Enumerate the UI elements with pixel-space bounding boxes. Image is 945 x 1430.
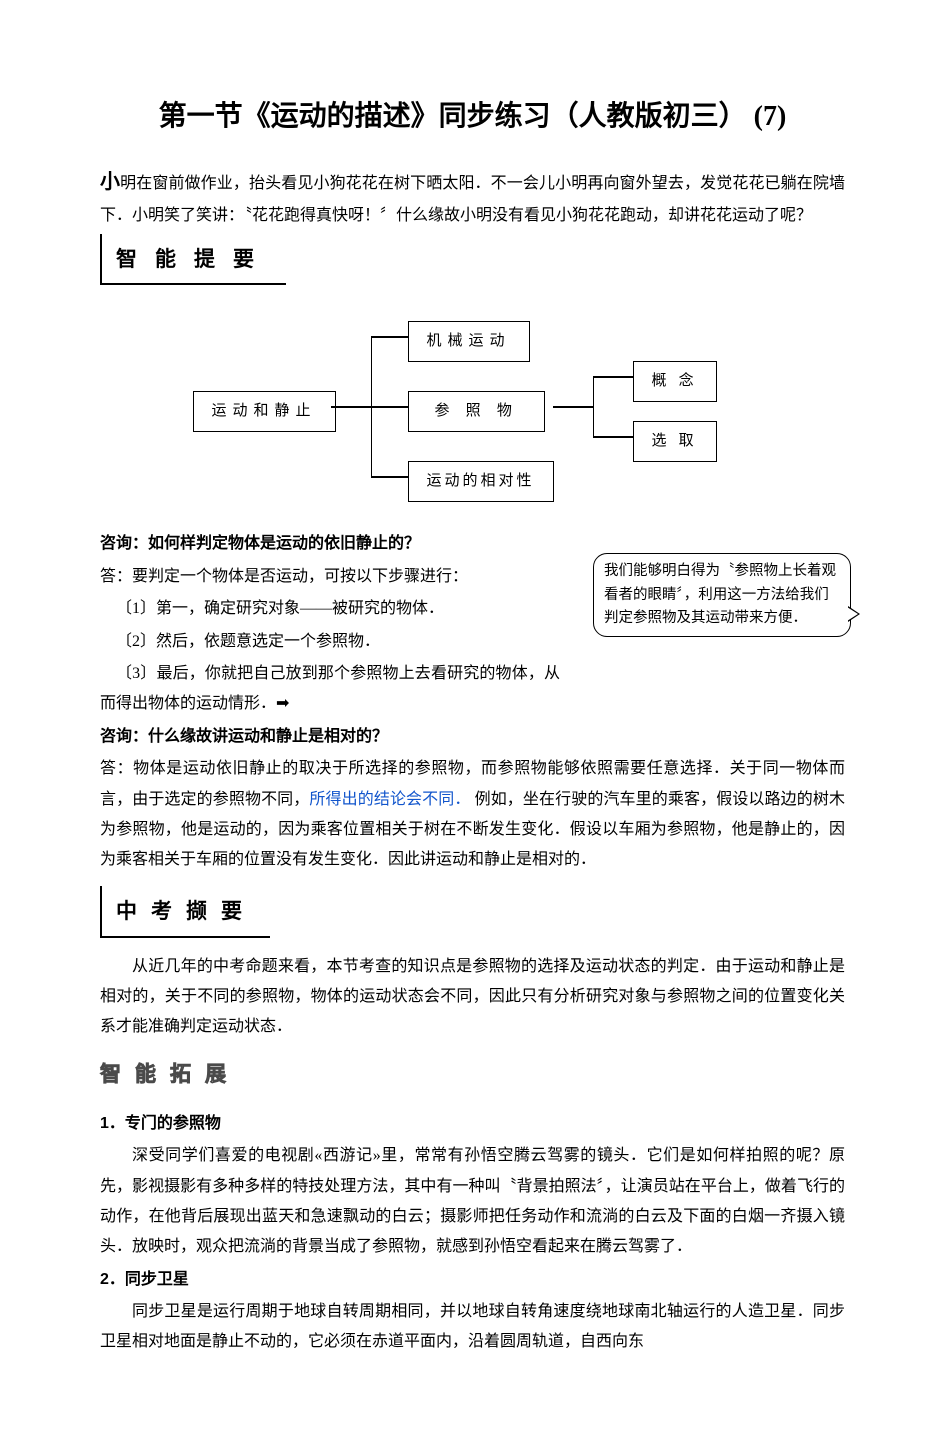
- intro-paragraph: 小明在窗前做作业，抬头看见小狗花花在树下晒太阳．不一会儿小明再向窗外望去，发觉花…: [100, 163, 845, 231]
- callout-note: 我们能够明白得为〝参照物上长着观看者的眼睛〞，利用这一方法给我们判定参照物及其运…: [593, 553, 851, 637]
- answer-1-lead: 答：要判定一个物体是否运动，可按以下步骤进行：: [100, 562, 560, 592]
- diagram-line: [371, 406, 408, 408]
- diagram-child-3: 运动的相对性: [408, 461, 554, 502]
- diagram-line: [331, 406, 371, 408]
- answer-2: 答：物体是运动依旧静止的取决于所选择的参照物，而参照物能够依照需要任意选择．关于…: [100, 754, 845, 876]
- topic-1-body: 深受同学们喜爱的电视剧«西游记»里，常常有孙悟空腾云驾雾的镜头．它们是如何样拍照…: [100, 1141, 845, 1263]
- topic-1-head: 1．专门的参照物: [100, 1109, 845, 1139]
- topic-2-body: 同步卫星是运行周期于地球自转周期相同，并以地球自转角速度绕地球南北轴运行的人造卫…: [100, 1297, 845, 1358]
- intro-text: 明在窗前做作业，抬头看见小狗花花在树下晒太阳．不一会儿小明再向窗外望去，发觉花花…: [100, 175, 845, 224]
- answer-1-step1: 〔1〕第一，确定研究对象――被研究的物体．: [100, 594, 560, 624]
- diagram-child-2: 参 照 物: [408, 391, 545, 432]
- section-header-summary: 智能提要: [100, 234, 286, 286]
- document-page: 第一节《运动的描述》同步练习（人教版初三） (7) 小明在窗前做作业，抬头看见小…: [0, 0, 945, 1430]
- diagram-child-1: 机械运动: [408, 321, 530, 362]
- intro-dropcap: 小: [100, 171, 120, 193]
- exam-paragraph: 从近几年的中考命题来看，本节考查的知识点是参照物的选择及运动状态的判定．由于运动…: [100, 952, 845, 1043]
- answer-2-blue: 所得出的结论会不同．: [309, 791, 470, 808]
- answer-1-step2: 〔2〕然后，依题意选定一个参照物．: [100, 627, 560, 657]
- diagram-line: [371, 336, 408, 338]
- arrow-icon: ➡: [276, 695, 289, 712]
- diagram-root: 运动和静止: [193, 391, 336, 432]
- section-header-exam: 中考撷要: [100, 886, 270, 938]
- answer-1-step3: 〔3〕最后，你就把自己放到那个参照物上去看研究的物体，从而得出物体的运动情形．➡: [100, 659, 560, 720]
- diagram-line: [553, 406, 593, 408]
- diagram-grandchild-1: 概 念: [633, 361, 717, 402]
- answer-1: 答：要判定一个物体是否运动，可按以下步骤进行： 〔1〕第一，确定研究对象――被研…: [100, 562, 560, 720]
- topic-2-head: 2．同步卫星: [100, 1265, 845, 1295]
- answer-1-step3-text: 〔3〕最后，你就把自己放到那个参照物上去看研究的物体，从而得出物体的运动情形．: [100, 665, 560, 712]
- diagram-line: [593, 376, 633, 378]
- qa-block-1: 咨询：如何样判定物体是运动的依旧静止的？ 答：要判定一个物体是否运动，可按以下步…: [100, 529, 845, 719]
- section-header-extend: 智能拓展: [100, 1055, 240, 1095]
- concept-diagram: 运动和静止 机械运动 参 照 物 运动的相对性 概 念 选 取: [193, 309, 753, 509]
- diagram-line: [371, 476, 408, 478]
- diagram-line: [593, 436, 633, 438]
- page-title: 第一节《运动的描述》同步练习（人教版初三） (7): [100, 90, 845, 143]
- question-2: 咨询：什么缘故讲运动和静止是相对的？: [100, 722, 845, 752]
- diagram-grandchild-2: 选 取: [633, 421, 717, 462]
- diagram-line: [593, 376, 595, 437]
